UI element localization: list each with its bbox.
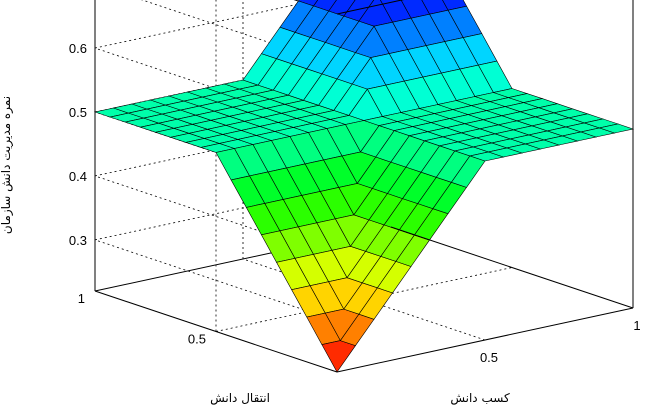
axes-box-front [336, 0, 634, 373]
z-tick-label: 0.6 [69, 41, 87, 56]
z-tick-label: 0.3 [69, 233, 87, 248]
surface-patch [598, 123, 635, 134]
box-edge-left-top [293, 0, 338, 15]
z-tick-label: 0.5 [69, 105, 87, 120]
grid-line [94, 0, 320, 49]
z-axis-title: نمره مدیریت دانش سازمان [0, 96, 14, 234]
y-axis-title: انتقال دانش [210, 391, 270, 406]
surface-patch [321, 340, 356, 373]
surface-patch [313, 0, 337, 12]
z-tick-label: 0.4 [69, 169, 87, 184]
surface-patch [328, 0, 356, 17]
box-edge-floor-front [336, 307, 634, 373]
x-tick-label: 1 [633, 318, 640, 333]
surface-mesh [93, 0, 635, 373]
y-tick-label: 0.5 [188, 332, 206, 347]
x-tick-label: 0.5 [480, 350, 498, 365]
y-tick-label: 1 [78, 291, 85, 306]
box-edge-front-top [336, 0, 405, 15]
surface-patch [298, 0, 319, 7]
x-axis-title: کسب دانش [450, 391, 510, 406]
box-edge-floor-right [390, 226, 634, 309]
tick-labels: 0.30.40.50.60.70.510.51 [69, 41, 641, 365]
box-edge-floor-left [94, 290, 338, 373]
